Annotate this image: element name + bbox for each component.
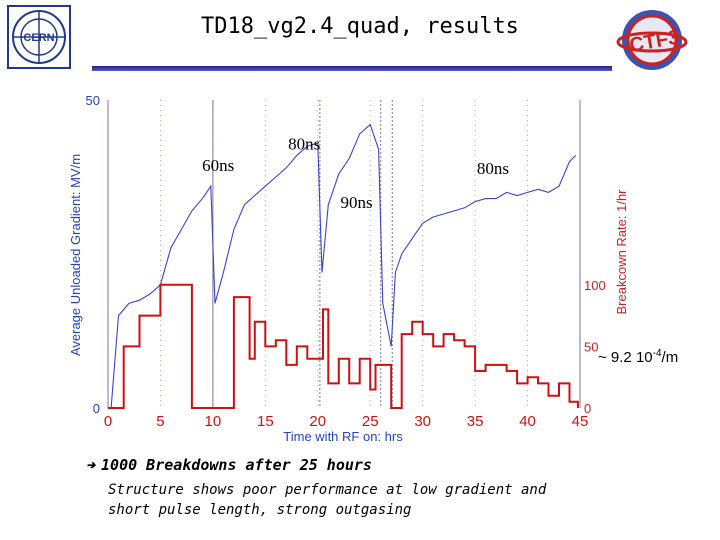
- series-breakdown-rate-line: [108, 283, 579, 409]
- rate-annotation-prefix: ~ 9.2 10: [598, 349, 653, 366]
- rate-annotation-suffix: /m: [662, 349, 679, 366]
- x-tick-label-6: 30: [414, 413, 431, 430]
- y-axis-label: Average Unloaded Gradient: MV/m: [68, 154, 83, 356]
- structure-remark-line-2: short pulse length, strong outgasing: [108, 502, 412, 518]
- structure-remark: Structure shows poor performance at low …: [108, 480, 546, 520]
- cern-logo-text: CERN: [23, 32, 54, 44]
- x-tick-label-7: 35: [467, 413, 484, 430]
- x-tick-label-0: 0: [104, 413, 112, 430]
- series-gradient-line: [110, 123, 577, 409]
- x-axis-label: Time with RF on: hrs: [283, 429, 403, 444]
- annotation-1: 80ns: [288, 134, 320, 153]
- rate-annotation-exponent: -4: [653, 348, 662, 359]
- pulse-length-annotations: 60ns 80ns 90ns 80ns: [202, 134, 509, 212]
- breakdown-summary: ➔ 1000 Breakdowns after 25 hours: [86, 456, 546, 474]
- ctf3-logo-icon: CTF3: [616, 10, 688, 70]
- title-underline: [92, 66, 612, 71]
- y-tick-label-1: 50: [86, 93, 100, 108]
- y-tick-label-0: 0: [93, 401, 100, 416]
- breakdown-summary-text: 1000 Breakdowns after 25 hours: [101, 456, 372, 474]
- annotation-0: 60ns: [202, 156, 234, 175]
- right-y-tick-label-2: 100: [584, 278, 606, 293]
- annotation-2: 90ns: [341, 193, 373, 212]
- right-y-tick-label-1: 50: [584, 339, 598, 354]
- x-tick-label-8: 40: [519, 413, 536, 430]
- annotation-3: 80ns: [477, 159, 509, 178]
- grid-lines: [107, 100, 581, 408]
- x-tick-labels: 0 5 10 15 20 25 30 35 40 45: [104, 413, 589, 430]
- x-tick-label-1: 5: [156, 413, 164, 430]
- x-tick-label-5: 25: [362, 413, 379, 430]
- y-tick-labels: 0 50: [86, 93, 100, 416]
- slide-title: TD18_vg2.4_quad, results: [201, 14, 519, 39]
- right-y-tick-labels: 0 50 100: [584, 278, 606, 416]
- arrow-right-icon: ➔: [86, 456, 96, 474]
- cern-logo-icon: CERN: [7, 5, 71, 69]
- x-tick-label-2: 10: [205, 413, 222, 430]
- breakdown-rate-annotation: ~ 9.2 10-4/m: [598, 348, 678, 366]
- right-y-axis-label: Breakcown Rate: 1/hr: [614, 189, 629, 315]
- x-tick-label-9: 45: [572, 413, 589, 430]
- right-y-tick-label-0: 0: [584, 401, 591, 416]
- x-tick-label-4: 20: [309, 413, 326, 430]
- x-tick-label-3: 15: [257, 413, 274, 430]
- structure-remark-line-1: Structure shows poor performance at low …: [108, 482, 547, 498]
- slide-notes: ➔ 1000 Breakdowns after 25 hours Structur…: [86, 456, 546, 520]
